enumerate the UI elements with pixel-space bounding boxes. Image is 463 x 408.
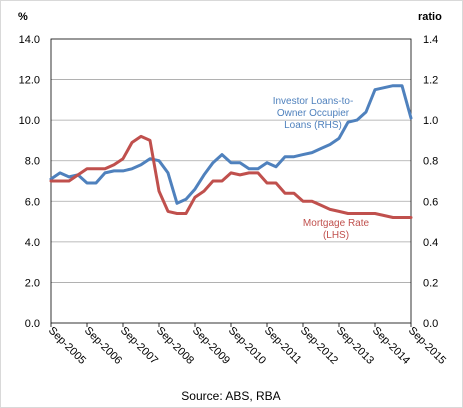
x-tick-label: Sep-2008 [154,325,196,367]
mortgage-rate-line [49,134,413,219]
y-right-tick-label: 1.2 [423,75,438,87]
y-left-tick-label: 0.0 [25,318,40,330]
x-tick-label: Sep-2007 [118,325,160,367]
y-left-tick-label: 6.0 [25,196,40,208]
x-tick-label: Sep-2011 [262,325,304,367]
y-left-tick-label: 8.0 [25,156,40,168]
y-right-tick-label: 0.8 [423,156,438,168]
y-left-tick-label: 4.0 [25,237,40,249]
source-note: Source: ABS, RBA [181,389,280,403]
investor-loans-series-label: Investor Loans-to-Owner Occupier Loans (R… [273,96,354,131]
x-tick-label: Sep-2010 [226,325,268,367]
x-tick-label: Sep-2013 [334,325,376,367]
x-tick-label: Sep-2009 [190,325,232,367]
series-lines [49,84,413,219]
y-axis-right-ticks: 0.0 0.2 0.4 0.6 0.8 1.0 1.2 1.4 [423,34,438,330]
y-left-tick-label: 12.0 [19,75,40,87]
x-tick-label: Sep-2012 [298,325,340,367]
plot-area [50,38,412,324]
y-right-tick-label: 0.2 [423,277,438,289]
investor-loans-line [49,84,413,205]
x-tick-label: Sep-2006 [82,325,124,367]
y-right-tick-label: 0.6 [423,196,438,208]
y-left-tick-label: 10.0 [19,115,40,127]
y-right-tick-label: 0.0 [423,318,438,330]
y-axis-right-title: ratio [418,11,442,23]
y-axis-left-ticks: 0.0 2.0 4.0 6.0 8.0 10.0 12.0 14.0 [19,34,40,330]
y-axis-left-title: % [18,11,28,23]
y-left-tick-label: 14.0 [19,34,40,46]
y-right-tick-label: 1.0 [423,115,438,127]
mortgage-rate-series-label: Mortgage Rate (LHS) [303,218,370,241]
x-tick-label: Sep-2005 [46,325,88,367]
x-tick-label: Sep-2015 [406,325,448,367]
y-left-tick-label: 2.0 [25,277,40,289]
x-axis-ticks: Sep-2005Sep-2006Sep-2007Sep-2008Sep-2009… [46,323,448,367]
x-tick-label: Sep-2014 [370,325,412,367]
y-right-tick-label: 1.4 [423,34,438,46]
y-right-tick-label: 0.4 [423,237,438,249]
grid [51,79,411,283]
